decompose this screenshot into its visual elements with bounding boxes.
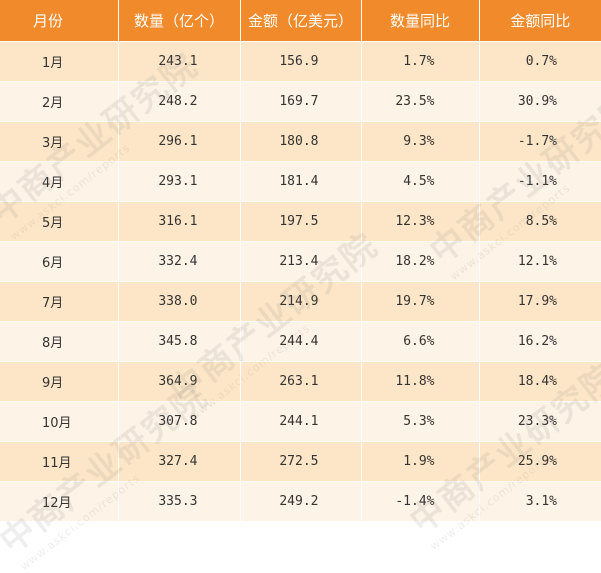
cell-amount-yoy: 12.1% (479, 240, 601, 281)
cell-month: 11月 (0, 440, 119, 481)
cell-quantity-yoy: 1.9% (361, 440, 480, 481)
cell-amount-yoy: 16.2% (479, 320, 601, 361)
cell-amount-yoy: 17.9% (479, 280, 601, 321)
cell-amount: 244.4 (240, 320, 362, 361)
cell-quantity-yoy: 12.3% (361, 200, 480, 241)
table-row: 1月 243.1 156.9 1.7% 0.7% (0, 40, 601, 81)
cell-quantity: 345.8 (118, 320, 241, 361)
cell-quantity: 293.1 (118, 160, 241, 201)
cell-amount-yoy: -1.7% (479, 120, 601, 161)
cell-amount: 197.5 (240, 200, 362, 241)
table-row: 10月 307.8 244.1 5.3% 23.3% (0, 400, 601, 441)
cell-amount: 180.8 (240, 120, 362, 161)
cell-quantity-yoy: 6.6% (361, 320, 480, 361)
cell-month: 5月 (0, 200, 119, 241)
cell-quantity-yoy: 19.7% (361, 280, 480, 321)
cell-month: 1月 (0, 40, 119, 81)
cell-amount: 244.1 (240, 400, 362, 441)
cell-amount-yoy: 23.3% (479, 400, 601, 441)
header-amount: 金额（亿美元） (240, 0, 362, 41)
table-body: 1月 243.1 156.9 1.7% 0.7% 2月 248.2 169.7 23.5% 30.… (0, 40, 601, 521)
cell-quantity: 335.3 (118, 480, 241, 521)
table-row: 11月 327.4 272.5 1.9% 25.9% (0, 440, 601, 481)
table-row: 9月 364.9 263.1 11.8% 18.4% (0, 360, 601, 401)
cell-quantity: 327.4 (118, 440, 241, 481)
cell-quantity-yoy: -1.4% (361, 480, 480, 521)
cell-amount: 263.1 (240, 360, 362, 401)
table-row: 7月 338.0 214.9 19.7% 17.9% (0, 280, 601, 321)
cell-amount-yoy: 3.1% (479, 480, 601, 521)
table-row: 8月 345.8 244.4 6.6% 16.2% (0, 320, 601, 361)
cell-quantity-yoy: 11.8% (361, 360, 480, 401)
cell-month: 10月 (0, 400, 119, 441)
cell-amount: 213.4 (240, 240, 362, 281)
cell-quantity-yoy: 4.5% (361, 160, 480, 201)
cell-quantity-yoy: 18.2% (361, 240, 480, 281)
cell-month: 7月 (0, 280, 119, 321)
cell-month: 2月 (0, 80, 119, 121)
cell-month: 12月 (0, 480, 119, 521)
cell-amount: 272.5 (240, 440, 362, 481)
cell-quantity-yoy: 1.7% (361, 40, 480, 81)
table-row: 5月 316.1 197.5 12.3% 8.5% (0, 200, 601, 241)
header-amount-yoy: 金额同比 (479, 0, 601, 41)
cell-quantity: 316.1 (118, 200, 241, 241)
monthly-data-table: 月份 数量（亿个） 金额（亿美元） 数量同比 金额同比 1月 243.1 156.9… (0, 0, 601, 521)
cell-quantity: 364.9 (118, 360, 241, 401)
cell-quantity-yoy: 5.3% (361, 400, 480, 441)
cell-amount: 169.7 (240, 80, 362, 121)
cell-amount: 214.9 (240, 280, 362, 321)
header-quantity: 数量（亿个） (118, 0, 241, 41)
cell-quantity: 338.0 (118, 280, 241, 321)
cell-quantity: 248.2 (118, 80, 241, 121)
cell-month: 4月 (0, 160, 119, 201)
table-row: 3月 296.1 180.8 9.3% -1.7% (0, 120, 601, 161)
cell-amount: 249.2 (240, 480, 362, 521)
cell-quantity: 243.1 (118, 40, 241, 81)
table-row: 12月 335.3 249.2 -1.4% 3.1% (0, 480, 601, 521)
cell-quantity-yoy: 9.3% (361, 120, 480, 161)
cell-amount: 181.4 (240, 160, 362, 201)
cell-amount-yoy: 0.7% (479, 40, 601, 81)
table-row: 2月 248.2 169.7 23.5% 30.9% (0, 80, 601, 121)
table-row: 4月 293.1 181.4 4.5% -1.1% (0, 160, 601, 201)
cell-amount-yoy: 18.4% (479, 360, 601, 401)
cell-month: 9月 (0, 360, 119, 401)
cell-amount-yoy: 30.9% (479, 80, 601, 121)
cell-month: 3月 (0, 120, 119, 161)
cell-quantity-yoy: 23.5% (361, 80, 480, 121)
cell-quantity: 296.1 (118, 120, 241, 161)
cell-month: 8月 (0, 320, 119, 361)
table-header-row: 月份 数量（亿个） 金额（亿美元） 数量同比 金额同比 (0, 0, 601, 41)
cell-amount: 156.9 (240, 40, 362, 81)
table-row: 6月 332.4 213.4 18.2% 12.1% (0, 240, 601, 281)
header-month: 月份 (0, 0, 119, 41)
cell-amount-yoy: 25.9% (479, 440, 601, 481)
cell-amount-yoy: 8.5% (479, 200, 601, 241)
header-quantity-yoy: 数量同比 (361, 0, 480, 41)
cell-amount-yoy: -1.1% (479, 160, 601, 201)
cell-month: 6月 (0, 240, 119, 281)
cell-quantity: 307.8 (118, 400, 241, 441)
cell-quantity: 332.4 (118, 240, 241, 281)
